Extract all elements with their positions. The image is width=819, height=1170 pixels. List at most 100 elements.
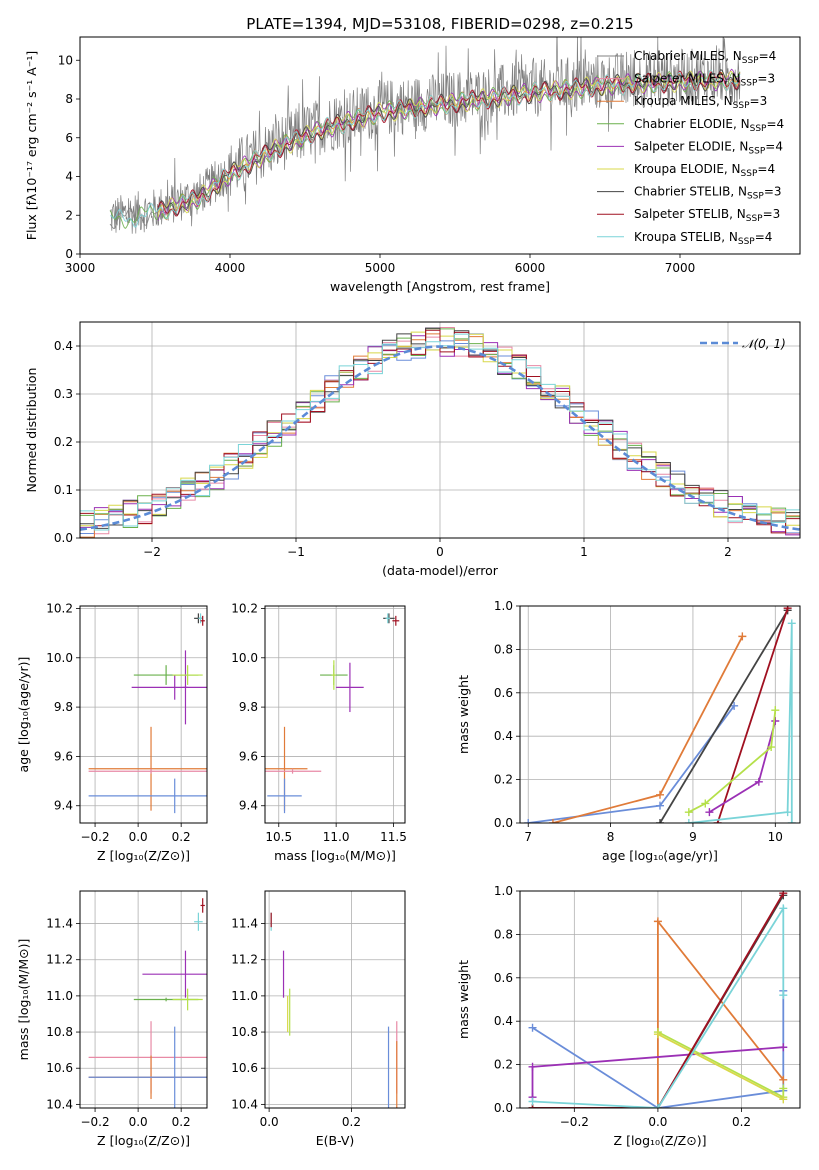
weight-line-4 [708,720,777,813]
legend-entry: Kroupa STELIB, NSSP=4 [634,230,772,247]
x-tick-label: 10 [768,830,783,844]
x-tick-label: 4000 [215,261,246,275]
axes-frame [79,890,208,1109]
y-axis-label: mass weight [456,960,471,1039]
legend-text: Salpeter MILES, N [634,72,741,86]
y-tick-label: 10.8 [231,1025,258,1039]
weight-marker [548,819,557,823]
plot-area [265,613,400,814]
axes-frame [264,605,406,824]
weight-marker [653,1030,662,1039]
x-tick-label: 8 [607,830,615,844]
x-tick-label: 3000 [65,261,96,275]
y-tick-label: 11.4 [231,917,258,931]
axes-frame [519,890,801,1109]
legend-text-tail: =4 [766,117,784,131]
weight-marker [754,777,763,786]
y-tick-label: 10.6 [231,1061,258,1075]
legend-entry: Salpeter MILES, NSSP=3 [634,72,775,89]
panel-weight_vs_Z: −0.2 0.0 0.2 0.0 0.2 0.4 0.6 0.8 1.0 Z [log₁₀(Z/Z… [456,884,801,1148]
weight-marker [656,801,664,810]
weight-marker [779,991,788,1000]
panel-age_vs_mass: 10.5 11.0 11.5 9.4 9.6 9.8 10.0 10.2 mass [log₁₀… [231,601,407,863]
errorbar-point [265,768,322,774]
gaussian-curve [80,345,800,531]
y-tick-label: 0.4 [54,339,73,353]
errorbar-point [194,912,203,931]
y-axis-label: age [log₁₀(age/yr)] [16,657,31,773]
x-tick-label: 7 [524,830,532,844]
plot-area [524,606,796,823]
y-tick-label: 0.2 [494,1058,513,1072]
legend-entry: 𝒩(0, 1) [742,337,786,351]
y-tick-label: 11.4 [46,917,73,931]
weight-marker [684,808,693,817]
y-axis-label: Normed distribution [24,368,39,493]
y-tick-label: 9.8 [239,700,258,714]
plot-area [109,37,741,234]
y-tick-label: 9.4 [54,799,73,813]
legend-text-tail: =4 [765,139,783,153]
errorbar-point [88,1026,207,1108]
legend-text: Kroupa STELIB, N [634,230,738,244]
y-tick-label: 11.0 [46,989,73,1003]
errorbar-point [385,613,391,624]
y-tick-label: 9.6 [239,749,258,763]
x-tick-label: −1 [287,545,305,559]
legend-text-tail: =3 [763,207,781,221]
weight-marker [528,1062,537,1071]
x-tick-label: −2 [143,545,161,559]
panel-spectrum: 3000 4000 5000 6000 7000 0 2 4 6 8 10 Chabrier MILE… [24,36,801,294]
legend-text-tail: =3 [750,94,768,108]
weight-marker [738,632,747,641]
y-tick-label: 4 [65,170,73,184]
weight-line-5 [688,710,777,813]
weight-marker [653,1104,662,1108]
y-tick-label: 0.6 [494,971,513,985]
x-tick-label: 2 [724,545,732,559]
weight-marker [528,1023,537,1032]
weight-line-6 [532,892,785,1108]
legend-subscript: SSP [733,101,750,111]
errorbar-point [392,615,400,626]
x-tick-label: 5000 [365,261,396,275]
axes-frame [519,605,801,824]
x-tick-label: 0.0 [129,830,148,844]
y-tick-label: 0.2 [54,435,73,449]
weight-marker [783,808,792,817]
errorbar-point [200,898,205,913]
model-series-6 [157,69,741,216]
model-series-3 [109,70,741,229]
legend-entry: Chabrier ELODIE, NSSP=4 [634,117,784,134]
weight-marker [730,701,739,710]
x-tick-label: −0.2 [560,1115,589,1129]
errorbar-point [142,950,207,998]
panel-residuals: −2 −1 0 1 2 0.0 0.1 0.2 0.3 0.4 𝒩(0, 1) (data-model… [24,321,801,578]
x-axis-label: Z [log₁₀(Z/Z⊙)] [97,848,190,863]
y-tick-label: 0.8 [494,642,513,656]
legend-text-tail: =3 [764,185,782,199]
legend-text: Kroupa MILES, N [634,94,733,108]
y-tick-label: 1.0 [494,599,513,613]
legend-subscript: SSP [747,192,764,202]
y-tick-label: 11.0 [231,989,258,1003]
histogram-series-7 [80,329,800,534]
axes-frame [79,321,801,539]
x-axis-label: (data-model)/error [382,563,499,578]
weight-marker [779,891,788,898]
x-tick-label: 1 [580,545,588,559]
legend-text: Chabrier MILES, N [634,49,742,63]
x-tick-label: 11.0 [323,830,350,844]
model-series-8 [109,69,741,228]
y-tick-label: 0.3 [54,387,73,401]
legend-text: Salpeter STELIB, N [634,207,746,221]
y-tick-label: 9.4 [239,799,258,813]
figure-title: PLATE=1394, MJD=53108, FIBERID=0298, z=0… [246,15,633,33]
x-tick-label: 0.2 [172,830,191,844]
legend-entry: Kroupa ELODIE, NSSP=4 [634,162,775,179]
weight-marker [656,790,664,799]
y-tick-label: 0.0 [54,531,73,545]
histogram-series-8 [80,333,800,531]
